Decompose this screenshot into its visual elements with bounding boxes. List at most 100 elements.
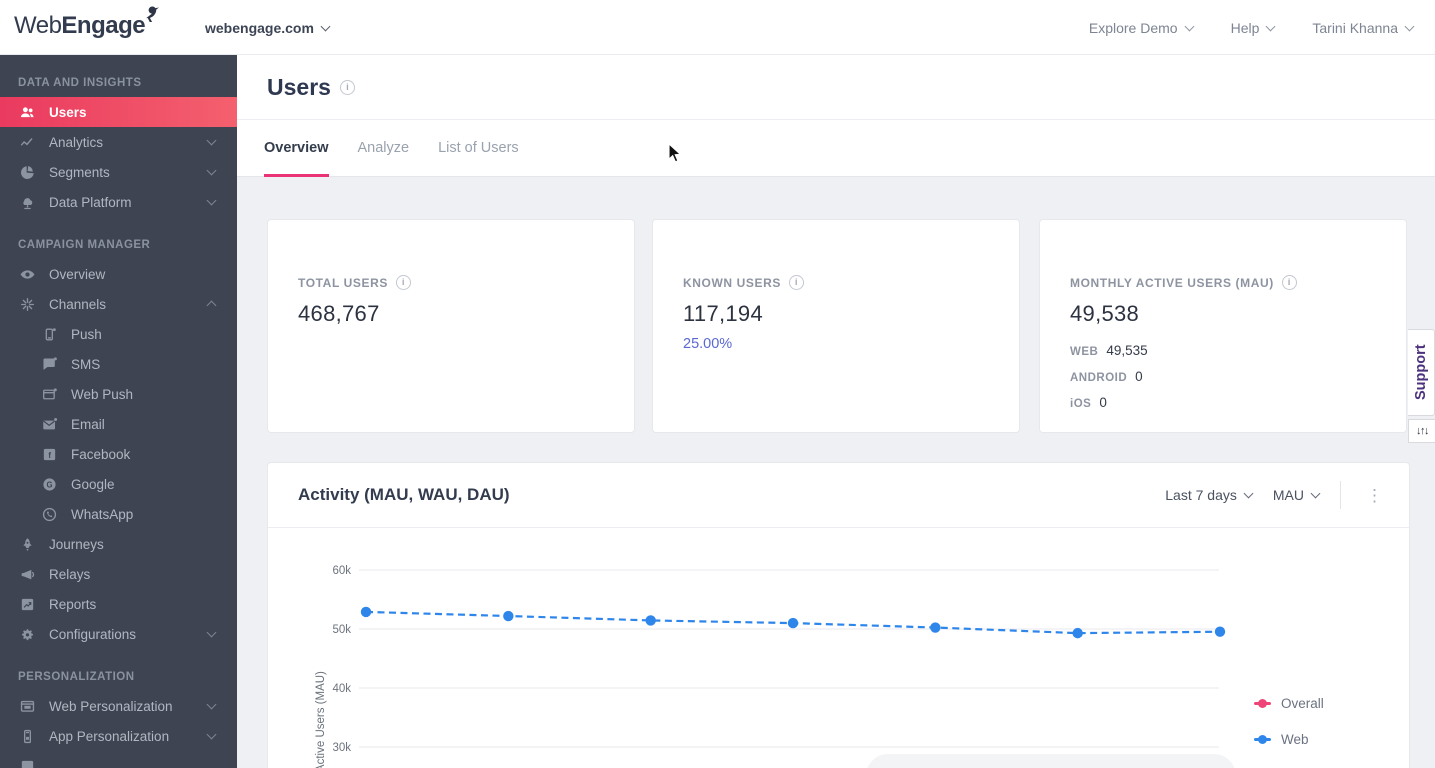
push-icon [40,326,58,343]
sidebar-item-configurations[interactable]: Configurations [0,619,237,649]
sidebar-item-sms[interactable]: SMS [0,349,237,379]
metric-card-known-users: KNOWN USERS i 117,194 25.00% [652,219,1020,433]
sms-icon [40,356,58,373]
help-menu[interactable]: Help [1231,20,1276,36]
top-nav: Explore Demo Help Tarini Khanna [1089,0,1415,55]
sidebar-item-data-platform[interactable]: Data Platform [0,187,237,217]
web-personalization-icon [18,698,36,715]
metric-label: MONTHLY ACTIVE USERS (MAU) i [1070,275,1382,290]
divider [1340,481,1341,509]
svg-text:f: f [48,451,51,460]
logo-bird-icon [139,3,161,31]
partial-icon [18,758,36,768]
relays-icon [18,566,36,583]
metric-value: 49,538 [1070,301,1140,326]
sidebar-item-web-personalization[interactable]: Web Personalization [0,691,237,721]
sidebar-item-analytics[interactable]: Analytics [0,127,237,157]
sidebar-section-personalization: PERSONALIZATION [18,671,135,683]
sidebar-item-reports[interactable]: Reports [0,589,237,619]
chevron-down-icon [320,21,331,31]
info-icon[interactable]: i [395,275,411,290]
sidebar-item-journeys[interactable]: Journeys [0,529,237,559]
data-point[interactable] [1072,627,1083,639]
data-point[interactable] [645,615,656,626]
chevron-up-icon [206,300,217,311]
analytics-icon [18,134,36,151]
channels-icon [18,296,36,313]
data-point[interactable] [360,606,372,618]
whatsapp-icon [40,506,58,523]
activity-title: Activity (MAU, WAU, DAU) [298,485,510,504]
chevron-down-icon [206,699,217,710]
svg-text:30k: 30k [332,742,351,754]
chevron-down-icon [206,165,217,176]
legend-item-web[interactable]: Web [1254,729,1324,749]
sidebar-item-app-personalization[interactable]: App Personalization [0,721,237,751]
sidebar-item-whatsapp[interactable]: WhatsApp [0,499,237,529]
info-icon[interactable]: i [339,79,355,95]
google-icon: G [40,476,58,493]
metric-label: TOTAL USERS i [298,275,610,290]
sidebar-item-push[interactable]: Push [0,319,237,349]
sidebar-item-web-push[interactable]: Web Push [0,379,237,409]
metric-secondary: 25.00% [683,336,733,352]
sidebar-item-channels[interactable]: Channels [0,289,237,319]
legend-marker-icon [1254,734,1271,744]
data-point[interactable] [1214,626,1226,637]
svg-text:50k: 50k [332,624,351,636]
breakdown-row: iOS 0 [1070,395,1107,410]
chevron-down-icon [206,627,217,638]
date-range-selector[interactable]: Last 7 days [1165,487,1254,503]
legend-item-overall[interactable]: Overall [1254,693,1324,713]
sidebar-item-partial[interactable] [0,751,237,768]
breakdown-row: ANDROID 0 [1070,369,1143,384]
webengage-logo[interactable]: WebEngage [14,6,160,40]
y-axis-label: Monthly Active Users (MAU) [315,671,327,768]
metric-selector[interactable]: MAU [1273,487,1321,503]
project-selector[interactable]: webengage.com [205,0,331,55]
data-point[interactable] [930,622,941,633]
journeys-icon [18,536,36,553]
sidebar-item-google[interactable]: G Google [0,469,237,499]
tab-bar: Overview Analyze List of Users [237,119,1435,177]
svg-text:60k: 60k [332,565,351,577]
segments-icon [18,164,36,181]
chevron-down-icon [1310,488,1321,499]
tab-overview[interactable]: Overview [264,120,329,177]
activity-card: Activity (MAU, WAU, DAU) Last 7 days MAU… [267,462,1410,768]
info-icon[interactable]: i [1281,275,1297,290]
tab-list-of-users[interactable]: List of Users [438,120,519,176]
breakdown-row: WEB 49,535 [1070,343,1148,358]
data-point[interactable] [787,617,799,629]
sidebar-item-users[interactable]: Users [0,97,237,127]
metric-value: 468,767 [298,301,380,326]
chevron-down-icon [206,729,217,740]
metric-card-total-users: TOTAL USERS i 468,767 [267,219,635,433]
activity-line-chart[interactable]: 60k 50k 40k 30k [268,528,1411,768]
chevron-down-icon [1243,488,1254,499]
activity-controls: Last 7 days MAU ⋮ [1165,481,1387,509]
data-point[interactable] [503,610,514,622]
sidebar-item-email[interactable]: Email [0,409,237,439]
sidebar-item-facebook[interactable]: f Facebook [0,439,237,469]
sidebar-item-overview[interactable]: Overview [0,259,237,289]
info-icon[interactable]: i [788,275,804,290]
app-personalization-icon [18,728,36,745]
legend-marker-icon [1254,698,1271,708]
sidebar-item-relays[interactable]: Relays [0,559,237,589]
svg-text:40k: 40k [332,683,351,695]
sliders-icon[interactable]: ↓↑↓ [1408,419,1435,443]
sidebar: DATA AND INSIGHTS Users Analytics Segments D… [0,55,237,768]
tarini-khanna-menu[interactable]: Tarini Khanna [1312,20,1415,36]
metric-breakdown: WEB 49,535 ANDROID 0 iOS 0 [1070,343,1382,421]
tab-analyze[interactable]: Analyze [358,120,410,176]
sidebar-item-segments[interactable]: Segments [0,157,237,187]
sidebar-section-data-and-insights: DATA AND INSIGHTS [18,77,142,89]
sidebar-section-campaign-manager: CAMPAIGN MANAGER [18,239,151,251]
chevron-down-icon [206,135,217,146]
explore-demo-menu[interactable]: Explore Demo [1089,20,1195,36]
kebab-menu-icon[interactable]: ⋮ [1362,487,1387,504]
support-tab[interactable]: Support [1408,329,1435,416]
email-icon [40,416,58,433]
